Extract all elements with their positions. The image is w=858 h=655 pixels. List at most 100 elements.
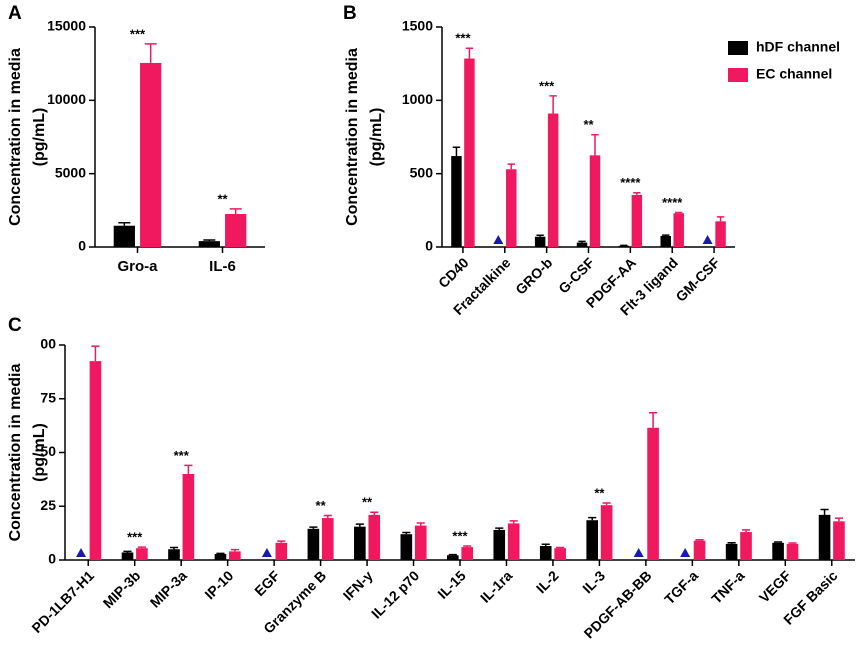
bar bbox=[182, 474, 195, 560]
error-bar bbox=[452, 146, 461, 157]
error-bar bbox=[91, 345, 100, 362]
bar bbox=[586, 520, 599, 560]
bar bbox=[772, 542, 784, 560]
error-bar bbox=[662, 234, 670, 236]
bar bbox=[539, 546, 552, 560]
bar bbox=[631, 194, 643, 247]
error-bar bbox=[695, 539, 704, 541]
error-bar bbox=[277, 540, 286, 543]
y-tick-label: 500 bbox=[410, 164, 434, 180]
error-bar bbox=[556, 546, 565, 549]
bar bbox=[740, 532, 752, 560]
significance-label: ** bbox=[362, 495, 373, 510]
error-bar bbox=[463, 545, 472, 548]
bar bbox=[647, 427, 659, 560]
bar bbox=[506, 169, 517, 247]
error-bar bbox=[203, 239, 216, 242]
bar bbox=[400, 534, 413, 560]
error-bar bbox=[309, 526, 318, 529]
bar bbox=[136, 548, 148, 560]
bar bbox=[451, 156, 462, 247]
x-tick-label: IFN-y bbox=[340, 567, 376, 603]
x-tick-label: IL-1ra bbox=[477, 567, 515, 605]
bar bbox=[414, 525, 427, 560]
x-tick-label: IP-10 bbox=[201, 567, 236, 602]
y-tick-label: 0 bbox=[425, 238, 433, 254]
x-tick-label: IL-2 bbox=[533, 567, 562, 596]
error-bar bbox=[820, 508, 829, 515]
x-tick-label: PD-1LB7-H1 bbox=[28, 567, 97, 636]
significance-label: *** bbox=[452, 528, 468, 543]
bar bbox=[534, 236, 546, 247]
not-detected-marker bbox=[261, 548, 272, 557]
x-tick-label: GM-CSF bbox=[672, 254, 723, 305]
bar bbox=[464, 58, 475, 248]
error-bar bbox=[741, 529, 751, 533]
error-bar bbox=[649, 411, 658, 428]
x-tick-label: CD40 bbox=[435, 254, 472, 291]
significance-label: *** bbox=[539, 78, 555, 93]
y-axis-label: Concentration in media bbox=[7, 364, 24, 542]
bar bbox=[554, 548, 566, 560]
significance-label: ** bbox=[594, 485, 605, 500]
y-axis-label: (pg/mL) bbox=[368, 108, 385, 167]
error-bar bbox=[118, 222, 131, 226]
bar bbox=[229, 551, 241, 560]
y-tick-label: 50 bbox=[40, 443, 56, 459]
y-tick-label: 1000 bbox=[402, 91, 433, 107]
y-axis-label: Concentration in media bbox=[7, 48, 24, 226]
bar bbox=[354, 526, 366, 560]
bar bbox=[547, 113, 559, 248]
error-bar bbox=[834, 517, 844, 522]
bar bbox=[786, 543, 799, 560]
error-bar bbox=[774, 541, 783, 543]
x-tick-label: IL-6 bbox=[209, 258, 236, 275]
error-bar bbox=[448, 553, 457, 556]
bar bbox=[660, 236, 671, 247]
y-tick-label: 00 bbox=[40, 336, 56, 352]
x-tick-label: GRO-b bbox=[512, 254, 555, 297]
legend-swatch bbox=[728, 41, 748, 55]
x-tick-label: TGF-a bbox=[661, 567, 701, 607]
significance-label: *** bbox=[174, 448, 190, 463]
legend-label: hDF channel bbox=[756, 39, 840, 55]
y-tick-label: 5000 bbox=[55, 164, 86, 180]
error-bar bbox=[727, 542, 736, 544]
error-bar bbox=[370, 511, 379, 515]
significance-label: ** bbox=[583, 117, 594, 132]
bar bbox=[818, 514, 831, 560]
y-tick-label: 1500 bbox=[402, 18, 433, 34]
panel-letter: A bbox=[8, 3, 22, 24]
x-tick-label: IL-15 bbox=[434, 567, 469, 602]
significance-label: **** bbox=[662, 195, 683, 210]
error-bar bbox=[495, 527, 504, 530]
error-bar bbox=[184, 464, 193, 474]
bar bbox=[321, 518, 334, 560]
error-bar bbox=[716, 216, 725, 222]
bar bbox=[225, 214, 247, 247]
error-bar bbox=[788, 542, 797, 544]
y-tick-label: 10000 bbox=[47, 91, 86, 107]
bar bbox=[214, 553, 227, 560]
bar bbox=[368, 514, 381, 560]
error-bar bbox=[465, 47, 474, 59]
error-bar bbox=[509, 520, 518, 524]
bar bbox=[121, 552, 134, 560]
y-axis-label: Concentration in media bbox=[344, 48, 361, 226]
x-tick-label: IL-3 bbox=[579, 567, 608, 596]
bar bbox=[168, 549, 180, 560]
panel-letter: C bbox=[8, 315, 22, 336]
y-axis-label: (pg/mL) bbox=[31, 423, 48, 482]
error-bar bbox=[229, 208, 242, 214]
error-bar bbox=[230, 548, 239, 552]
not-detected-marker bbox=[680, 548, 691, 557]
bar bbox=[275, 542, 288, 560]
error-bar bbox=[536, 234, 544, 237]
error-bar bbox=[549, 95, 557, 114]
error-bar bbox=[602, 502, 611, 506]
bar bbox=[89, 361, 102, 560]
error-bar bbox=[591, 134, 599, 156]
bar bbox=[725, 543, 738, 560]
x-tick-label: MIP-3b bbox=[100, 567, 144, 611]
